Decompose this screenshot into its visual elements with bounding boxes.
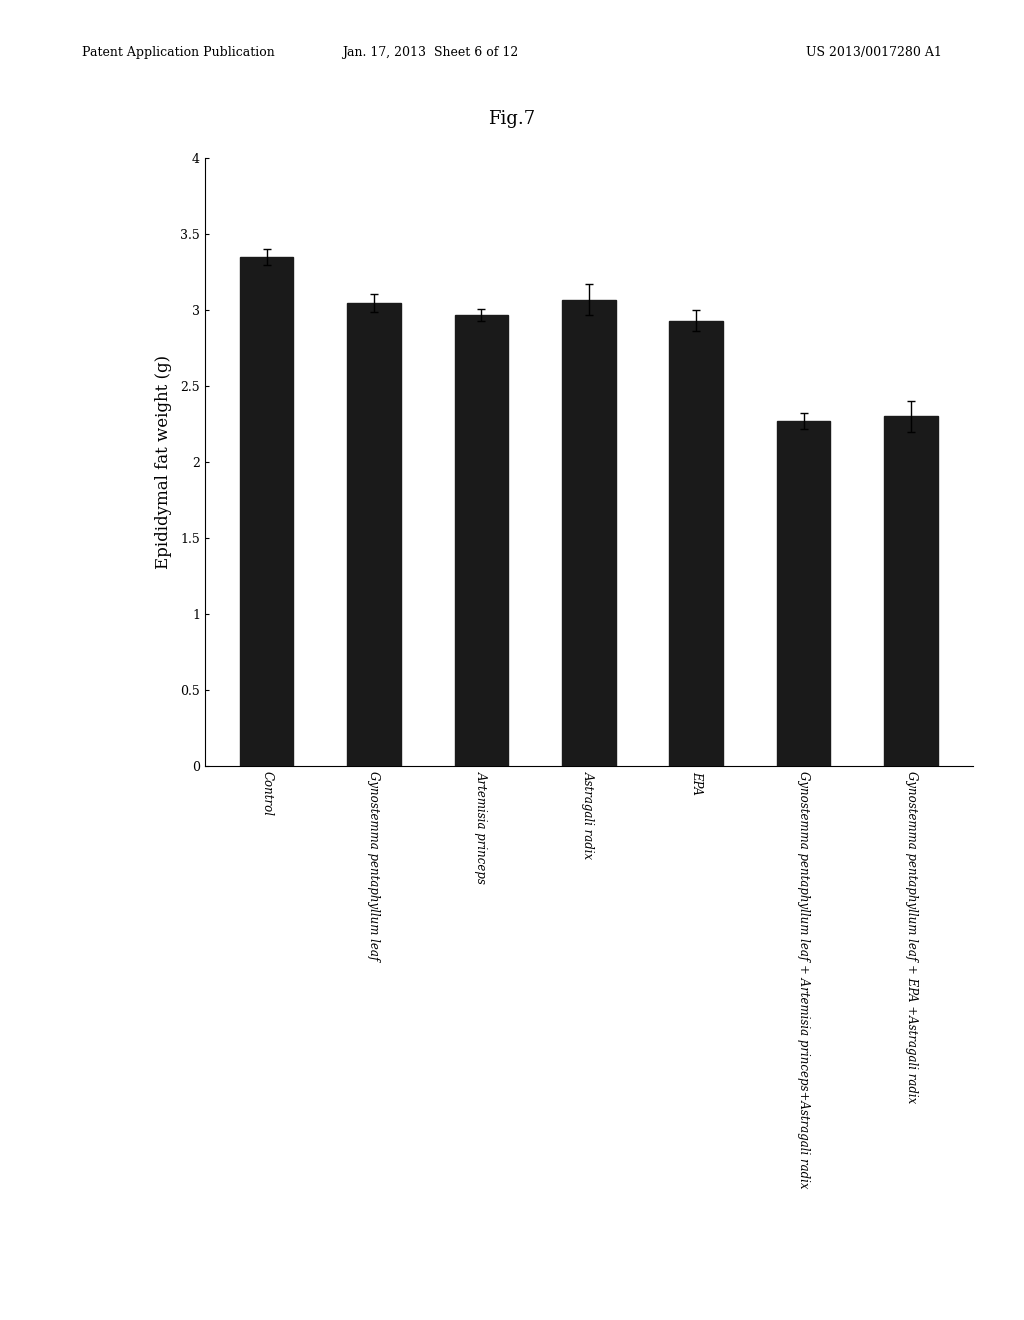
Text: Jan. 17, 2013  Sheet 6 of 12: Jan. 17, 2013 Sheet 6 of 12 — [342, 46, 518, 59]
Bar — [884, 417, 938, 766]
Y-axis label: Epididymal fat weight (g): Epididymal fat weight (g) — [155, 355, 172, 569]
Text: Fig.7: Fig.7 — [488, 110, 536, 128]
Bar — [670, 321, 723, 766]
Bar — [777, 421, 830, 766]
Text: US 2013/0017280 A1: US 2013/0017280 A1 — [806, 46, 942, 59]
Bar — [562, 300, 615, 766]
Bar — [240, 257, 294, 766]
Bar — [455, 314, 508, 766]
Text: Patent Application Publication: Patent Application Publication — [82, 46, 274, 59]
Bar — [347, 302, 400, 766]
